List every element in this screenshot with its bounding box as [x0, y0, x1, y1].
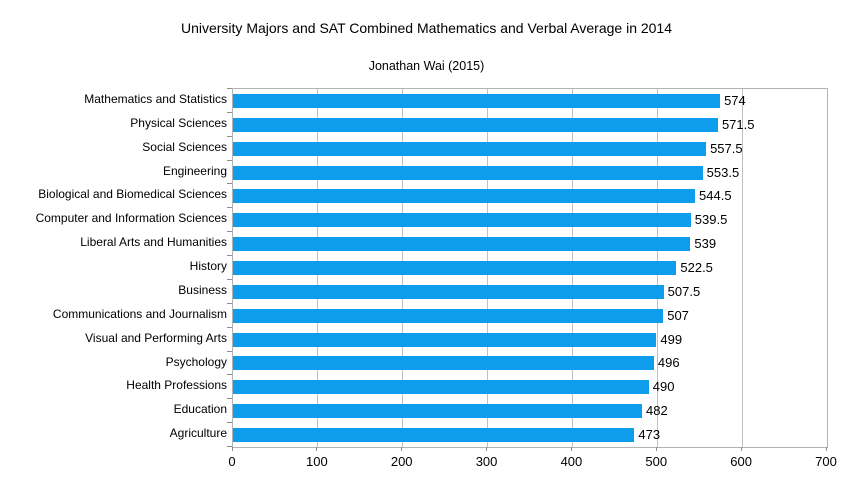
x-tick-mark	[231, 447, 233, 451]
category-label: Engineering	[162, 163, 227, 178]
bar-value-label: 539.5	[694, 212, 728, 228]
bar-value-label: 499	[660, 331, 683, 347]
y-tick-mark	[227, 303, 232, 304]
x-tick-mark	[825, 447, 827, 451]
bar	[233, 308, 664, 323]
x-tick-mark	[740, 447, 742, 451]
y-tick-mark	[227, 207, 232, 208]
category-label: Psychology	[165, 354, 227, 369]
bar-value-label: 574	[724, 92, 746, 108]
chart-subtitle: Jonathan Wai (2015)	[368, 59, 485, 73]
bar	[233, 261, 677, 275]
bar	[233, 380, 649, 395]
y-tick-mark	[227, 327, 232, 328]
y-tick-mark	[227, 231, 232, 232]
bar	[233, 189, 696, 204]
bar-value-label: 544.5	[699, 188, 732, 204]
x-tick-label: 500	[645, 454, 668, 469]
category-label: Visual and Performing Arts	[85, 330, 227, 345]
y-tick-mark	[227, 136, 232, 137]
bar	[233, 117, 718, 132]
bar	[233, 93, 721, 108]
x-tick-label: 300	[475, 454, 498, 469]
bar-value-label: 557.5	[710, 140, 743, 156]
y-tick-mark	[227, 112, 232, 113]
category-label: Health Professions	[126, 378, 227, 393]
category-label: Agriculture	[169, 426, 227, 441]
y-tick-mark	[227, 183, 232, 184]
bar	[233, 332, 657, 347]
bar-value-label: 553.5	[706, 164, 740, 180]
category-label: Computer and Information Sciences	[35, 211, 227, 226]
bar-value-label: 490	[652, 379, 675, 395]
category-label: Social Sciences	[142, 139, 227, 154]
y-tick-mark	[227, 160, 232, 161]
y-tick-mark	[227, 374, 232, 375]
x-tick-mark	[486, 447, 488, 451]
category-label: Physical Sciences	[130, 115, 227, 130]
x-tick-mark	[316, 447, 318, 451]
x-tick-label: 700	[815, 454, 837, 469]
bar	[233, 213, 691, 228]
plot-area: 574 571.5 557.5 553.5 544.5 539.5 539 522.5 507.…	[232, 88, 828, 448]
gridline	[741, 89, 743, 447]
bar-value-label: 473	[638, 427, 661, 443]
x-tick-mark	[570, 447, 572, 451]
bar	[233, 356, 654, 371]
category-label: Liberal Arts and Humanities	[80, 235, 227, 250]
bar-value-label: 482	[646, 403, 668, 419]
category-label: Education	[173, 402, 227, 417]
y-tick-mark	[227, 255, 232, 256]
y-tick-mark	[227, 279, 232, 280]
x-tick-label: 100	[305, 454, 328, 469]
y-tick-mark	[227, 398, 232, 399]
y-tick-mark	[227, 422, 232, 423]
bar-value-label: 507	[667, 307, 689, 323]
category-label: Business	[178, 282, 227, 297]
x-tick-mark	[401, 447, 403, 451]
bar	[233, 284, 664, 299]
bar-value-label: 522.5	[680, 260, 713, 275]
bar	[233, 404, 642, 419]
chart-title: University Majors and SAT Combined Mathe…	[180, 20, 673, 36]
bar	[233, 141, 707, 156]
y-tick-mark	[227, 88, 232, 89]
x-tick-mark	[655, 447, 657, 451]
category-label: Communications and Journalism	[52, 306, 227, 321]
category-label: History	[189, 259, 227, 274]
bar-value-label: 507.5	[667, 283, 701, 299]
x-tick-label: 200	[390, 454, 413, 469]
x-tick-label: 600	[730, 454, 752, 469]
bar-value-label: 539	[694, 236, 717, 252]
x-tick-label: 400	[560, 454, 583, 469]
y-tick-mark	[227, 351, 232, 352]
category-axis: Mathematics and Statistics Physical Scien…	[0, 88, 227, 446]
y-tick-mark	[227, 446, 232, 447]
bar-value-label: 571.5	[721, 116, 755, 132]
bar	[233, 237, 691, 252]
bar	[233, 428, 635, 443]
category-label: Biological and Biomedical Sciences	[38, 187, 227, 202]
bar-value-label: 496	[657, 355, 680, 371]
x-tick-label: 0	[228, 454, 236, 469]
bar	[233, 165, 703, 180]
category-label: Mathematics and Statistics	[84, 92, 227, 106]
